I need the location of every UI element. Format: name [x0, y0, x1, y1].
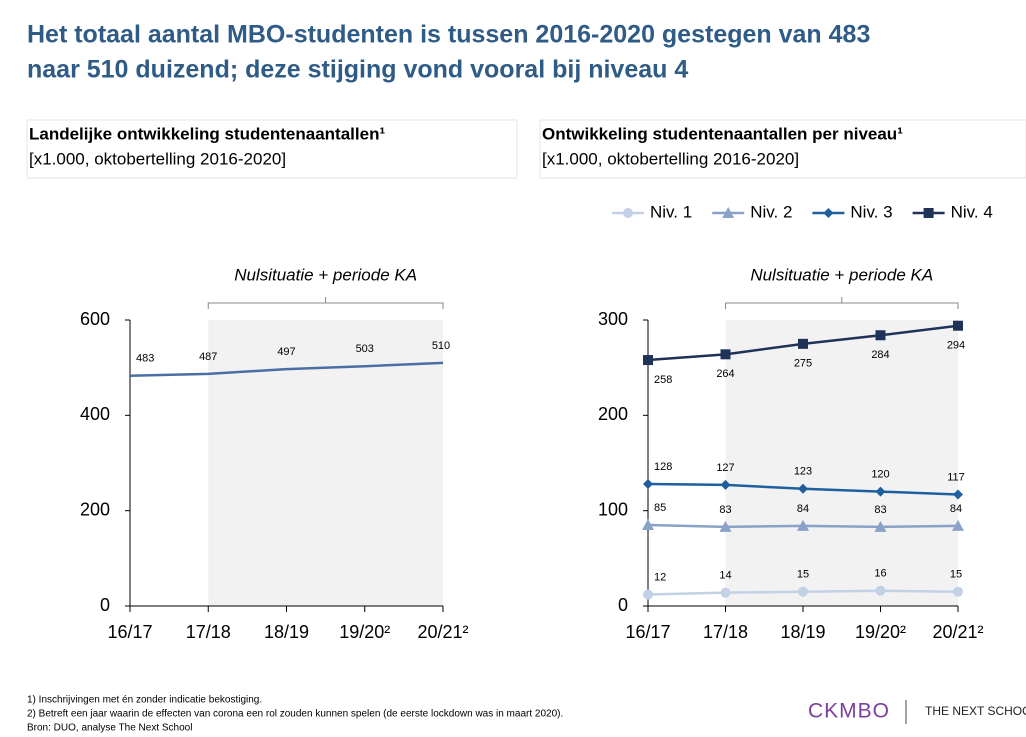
marker — [643, 355, 653, 366]
footnote: 1) Inschrijvingen met én zonder indicati… — [27, 695, 262, 706]
x-tick-label: 19/20² — [339, 622, 390, 642]
marker — [875, 585, 886, 596]
data-label: 127 — [716, 462, 734, 474]
panel-title: Ontwikkeling studentenaantallen per nive… — [542, 124, 903, 143]
panel-title: Landelijke ontwikkeling studentenaantall… — [29, 124, 385, 143]
legend-label: Niv. 4 — [951, 202, 993, 221]
data-label: 14 — [719, 570, 731, 582]
data-label: 15 — [797, 569, 809, 581]
marker — [720, 587, 731, 598]
footnote: Bron: DUO, analyse The Next School — [27, 723, 192, 734]
panel-subtitle: [x1.000, oktobertelling 2016-2020] — [542, 149, 799, 168]
y-tick-label: 600 — [80, 309, 110, 329]
footnote: 2) Betreft een jaar waarin de effecten v… — [27, 709, 563, 720]
data-label: 503 — [356, 343, 374, 355]
x-tick-label: 19/20² — [855, 622, 906, 642]
y-tick-label: 400 — [80, 404, 110, 424]
shaded-period — [208, 320, 443, 606]
marker — [952, 519, 964, 531]
slide-title: Het totaal aantal MBO-studenten is tusse… — [27, 21, 870, 49]
data-label: 497 — [277, 346, 295, 358]
x-tick-label: 17/18 — [703, 622, 748, 642]
legend-label: Niv. 2 — [750, 202, 792, 221]
y-tick-label: 200 — [598, 404, 628, 424]
marker — [875, 486, 886, 497]
marker — [874, 520, 887, 532]
marker — [643, 478, 653, 489]
data-label: 275 — [794, 358, 812, 370]
panel-header — [26, 119, 518, 179]
data-label: 284 — [871, 349, 889, 361]
marker — [720, 479, 731, 490]
x-tick-label: 16/17 — [107, 622, 152, 642]
marker — [720, 349, 731, 360]
data-label: 510 — [432, 340, 450, 352]
marker — [953, 489, 963, 500]
data-label: 15 — [950, 569, 962, 581]
y-tick-label: 200 — [80, 499, 110, 519]
data-label: 294 — [947, 340, 965, 352]
data-label: 84 — [797, 503, 809, 515]
series-line — [129, 361, 444, 378]
marker — [798, 586, 808, 597]
marker — [722, 207, 735, 218]
marker — [875, 330, 886, 341]
data-label: 12 — [654, 571, 666, 583]
slide-title: naar 510 duizend; deze stijging vond voo… — [27, 56, 688, 84]
marker — [797, 519, 809, 531]
data-label: 483 — [136, 353, 154, 365]
marker — [623, 208, 633, 218]
data-label: 487 — [199, 351, 217, 363]
data-label: 120 — [871, 469, 889, 481]
legend-label: Niv. 3 — [850, 202, 892, 221]
x-tick-label: 16/17 — [625, 622, 670, 642]
marker — [719, 520, 732, 532]
marker — [643, 589, 653, 600]
marker — [823, 208, 834, 218]
data-label: 83 — [874, 504, 886, 516]
data-label: 83 — [719, 504, 731, 516]
data-label: 123 — [794, 466, 812, 478]
annotation-bracket — [207, 297, 444, 309]
y-tick-label: 0 — [618, 595, 628, 615]
data-label: 117 — [947, 471, 965, 483]
marker — [798, 338, 808, 349]
panel-subtitle: [x1.000, oktobertelling 2016-2020] — [29, 149, 286, 168]
y-tick-label: 0 — [100, 595, 110, 615]
x-tick-label: 20/21² — [932, 622, 983, 642]
data-label: 85 — [654, 502, 666, 514]
panel-header — [539, 119, 1026, 179]
y-tick-label: 300 — [598, 309, 628, 329]
data-label: 84 — [950, 503, 962, 515]
annotation-bracket — [725, 297, 959, 309]
marker — [798, 483, 808, 494]
x-tick-label: 17/18 — [186, 622, 231, 642]
marker — [953, 320, 963, 331]
x-tick-label: 18/19 — [264, 622, 309, 642]
logo: THE NEXT SCHOOL — [925, 704, 1026, 718]
x-tick-label: 20/21² — [417, 622, 468, 642]
data-label: 16 — [874, 568, 886, 580]
annotation: Nulsituatie + periode KA — [234, 265, 417, 284]
annotation: Nulsituatie + periode KA — [750, 265, 933, 284]
data-label: 264 — [716, 368, 734, 380]
legend-label: Niv. 1 — [650, 202, 692, 221]
marker — [642, 518, 654, 530]
marker — [953, 586, 963, 597]
logo: CKMBO — [808, 700, 890, 723]
data-label: 258 — [654, 374, 672, 386]
data-label: 128 — [654, 461, 672, 473]
marker — [923, 208, 934, 218]
x-tick-label: 18/19 — [780, 622, 825, 642]
shaded-period — [725, 320, 958, 606]
y-tick-label: 100 — [598, 499, 628, 519]
